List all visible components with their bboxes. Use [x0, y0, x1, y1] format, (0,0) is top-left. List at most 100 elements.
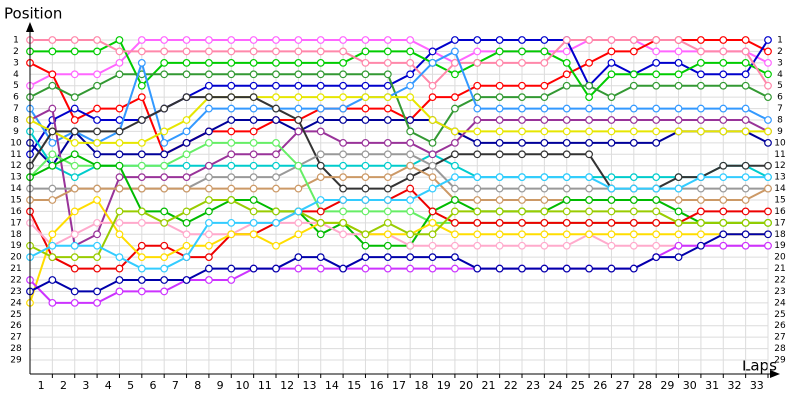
point: [93, 184, 101, 193]
point: [607, 104, 616, 113]
point: [697, 207, 705, 216]
point: [473, 230, 482, 239]
point: [339, 81, 347, 90]
y-tick-label-right: 5: [777, 81, 783, 91]
point: [115, 161, 124, 170]
point: [652, 81, 661, 90]
point: [719, 81, 728, 90]
point: [182, 116, 191, 124]
point: [115, 253, 124, 262]
point: [48, 127, 57, 136]
point: [383, 138, 392, 147]
point: [48, 241, 57, 250]
x-tick-label: 28: [638, 379, 652, 392]
point: [316, 116, 325, 124]
point: [719, 196, 728, 204]
point: [607, 93, 616, 102]
point: [115, 104, 124, 113]
point: [562, 116, 571, 124]
point: [652, 253, 661, 262]
point: [137, 264, 146, 273]
point: [294, 207, 303, 216]
point: [383, 150, 392, 159]
y-tick-label-right: 12: [774, 161, 785, 171]
y-tick-label: 26: [10, 321, 22, 331]
point: [294, 116, 303, 124]
point: [629, 104, 638, 113]
x-tick-label: 1: [38, 379, 45, 392]
point: [629, 70, 638, 79]
point: [697, 230, 705, 239]
point: [383, 253, 392, 262]
point: [406, 196, 415, 204]
point: [428, 58, 437, 67]
point: [115, 218, 124, 227]
point: [607, 264, 616, 273]
point: [383, 218, 392, 227]
point: [48, 253, 57, 262]
x-tick-label: 13: [303, 379, 317, 392]
point: [272, 150, 280, 159]
point: [719, 184, 728, 193]
point: [451, 184, 459, 193]
point: [294, 127, 303, 136]
point: [607, 36, 616, 44]
point: [137, 138, 146, 147]
point: [70, 116, 79, 124]
y-tick-label: 2: [13, 47, 19, 57]
point: [316, 47, 325, 56]
y-tick-label: 20: [10, 253, 22, 263]
point: [294, 93, 303, 102]
point: [316, 207, 325, 216]
point: [674, 207, 683, 216]
point: [495, 116, 504, 124]
point: [48, 138, 57, 147]
point: [406, 116, 415, 124]
point: [406, 161, 415, 170]
point: [182, 58, 191, 67]
y-tick-label-right: 26: [774, 321, 786, 331]
point: [764, 93, 772, 102]
point: [182, 241, 191, 250]
point: [674, 70, 683, 79]
point: [249, 264, 258, 273]
point: [93, 104, 101, 113]
point: [518, 127, 526, 136]
x-tick-label: 27: [616, 379, 630, 392]
series-line: [29, 50, 769, 145]
x-tick-label: 15: [347, 379, 361, 392]
y-tick-label: 16: [10, 207, 22, 217]
point: [741, 173, 750, 182]
point: [473, 116, 482, 124]
point: [93, 70, 101, 79]
y-tick-label-right: 25: [774, 310, 785, 320]
point: [249, 116, 258, 124]
x-tick-label: 7: [172, 379, 179, 392]
point: [406, 264, 415, 273]
point: [316, 253, 325, 262]
point: [451, 58, 459, 67]
point: [495, 93, 504, 102]
point: [316, 127, 325, 136]
point: [383, 58, 392, 67]
y-tick-label: 17: [10, 218, 21, 228]
point: [227, 218, 236, 227]
point: [719, 230, 728, 239]
y-tick-label: 22: [10, 276, 21, 286]
point: [93, 196, 101, 204]
point: [428, 138, 437, 147]
point: [697, 184, 705, 193]
point: [451, 173, 459, 182]
point: [652, 173, 661, 182]
point: [316, 93, 325, 102]
x-tick-label: 4: [105, 379, 112, 392]
point: [540, 127, 549, 136]
point: [272, 264, 280, 273]
y-tick-label-right: 13: [774, 173, 785, 183]
point: [272, 116, 280, 124]
point: [182, 207, 191, 216]
point: [607, 230, 616, 239]
point: [160, 241, 169, 250]
point: [428, 230, 437, 239]
point: [70, 161, 79, 170]
